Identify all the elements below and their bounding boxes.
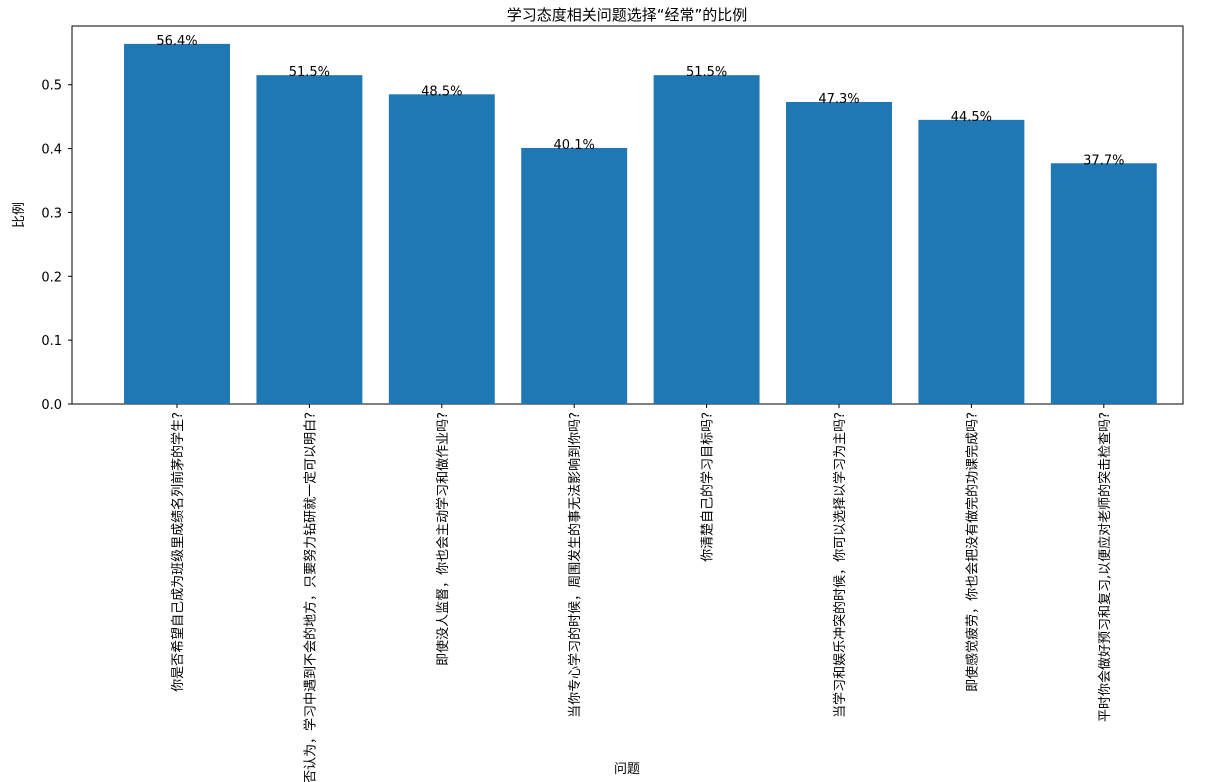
bar (1050, 163, 1157, 404)
bar (653, 75, 760, 405)
value-label: 40.1% (554, 138, 595, 153)
y-tick-label: 0.3 (41, 206, 62, 221)
value-label: 37.7% (1083, 153, 1124, 168)
x-tick-label: 你是否希望自己成为班级里成绩名列前茅的学生? (170, 412, 186, 692)
x-tick-label: 当学习和娱乐冲突的时候，你可以选择以学习为主吗? (832, 412, 848, 718)
chart-title: 学习态度相关问题选择“经常”的比例 (507, 6, 748, 24)
y-tick-label: 0.5 (41, 79, 62, 94)
value-label: 51.5% (289, 65, 330, 80)
value-label: 56.4% (156, 34, 197, 49)
y-tick-label: 0.1 (41, 334, 62, 349)
y-axis-label: 比例 (12, 202, 27, 228)
bar (256, 75, 363, 405)
value-label: 47.3% (818, 92, 859, 107)
y-tick-label: 0.4 (41, 143, 62, 158)
bar (521, 147, 628, 404)
x-tick-label: 即使没人监督，你也会主动学习和做作业吗? (435, 412, 451, 666)
bar (918, 119, 1025, 405)
x-tick-label: 当你专心学习的时候，周围发生的事无法影响到你吗? (567, 412, 583, 718)
x-axis-label: 问题 (614, 762, 640, 777)
x-tick-label: 即使感觉疲劳，你也会把没有做完的功课完成吗? (964, 412, 980, 692)
bar (786, 101, 892, 405)
value-label: 51.5% (686, 65, 727, 80)
bar (388, 94, 495, 404)
value-label: 44.5% (951, 110, 992, 125)
x-tick-label: 你是否认为，学习中遇到不会的地方，只要努力钻研就一定可以明白? (302, 412, 318, 782)
y-tick-label: 0.2 (41, 270, 62, 285)
x-tick-label: 平时你会做好预习和复习,以便应对老师的突击检查吗? (1097, 412, 1113, 722)
plot-frame (71, 25, 1184, 405)
value-label: 48.5% (421, 84, 462, 99)
bar (124, 43, 230, 404)
x-tick-label: 你清楚自己的学习目标吗? (700, 412, 716, 562)
y-tick-label: 0.0 (41, 398, 62, 413)
